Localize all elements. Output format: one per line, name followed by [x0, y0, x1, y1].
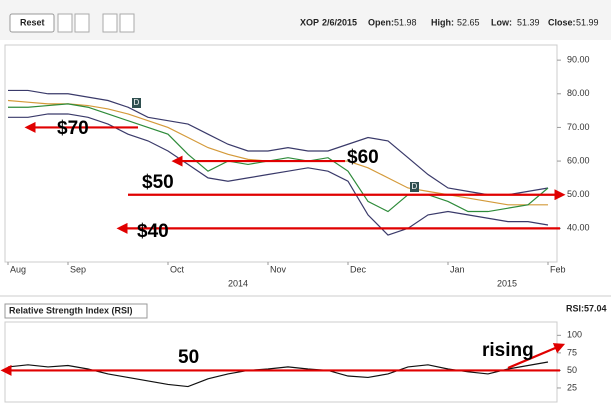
y-tick-label: 80.00	[567, 88, 590, 98]
x-tick-label: Jan	[450, 264, 465, 274]
y-tick-label: 40.00	[567, 223, 590, 233]
field-value: 51.39	[517, 17, 540, 27]
y-tick-label: 100	[567, 330, 582, 340]
field-value: 51.99	[576, 17, 599, 27]
rsi-plot	[4, 321, 558, 403]
series-line	[8, 113, 549, 236]
draw-icon[interactable]	[57, 13, 73, 33]
marker-box	[132, 98, 141, 108]
field-value: 51.98	[394, 17, 417, 27]
price-plot	[4, 44, 558, 263]
rsi-title-box	[4, 303, 148, 319]
annotation-label: $50	[142, 172, 174, 193]
date: 2/6/2015	[322, 17, 357, 27]
table-icon[interactable]	[74, 13, 90, 33]
y-tick-label: 60.00	[567, 155, 590, 165]
y-tick-label: 50	[567, 365, 577, 375]
annotation-label: 50	[178, 347, 199, 368]
x-tick-label: Sep	[70, 264, 86, 274]
field-label: High:	[431, 17, 454, 27]
annotation-label: $60	[347, 147, 379, 168]
toolbar	[0, 0, 611, 40]
reset-button[interactable]	[9, 13, 55, 33]
x-tick-label: Nov	[270, 264, 287, 274]
y-tick-label: 75	[567, 347, 577, 357]
field-label: Close:	[548, 17, 576, 27]
rsi-readout-value: 57.04	[584, 303, 607, 313]
print-icon[interactable]	[119, 13, 135, 33]
y-tick-label: 25	[567, 382, 577, 392]
series-line	[8, 89, 549, 196]
rsi-readout-label: RSI:	[566, 303, 584, 313]
marker: D	[412, 182, 418, 191]
y-tick-label: 70.00	[567, 122, 590, 132]
year-label: 2014	[228, 278, 248, 288]
x-tick-label: Feb	[550, 264, 566, 274]
annotation-label: rising	[482, 340, 534, 361]
series-line	[8, 103, 549, 213]
field-label: Open:	[368, 17, 394, 27]
field-label: Low:	[491, 17, 512, 27]
y-tick-label: 90.00	[567, 55, 590, 65]
x-tick-label: Dec	[350, 264, 367, 274]
symbol: XOP	[300, 17, 319, 27]
export-icon[interactable]	[102, 13, 118, 33]
x-tick-label: Aug	[10, 264, 26, 274]
reset-label[interactable]: Reset	[20, 17, 45, 27]
x-tick-label: Oct	[170, 264, 185, 274]
field-value: 52.65	[457, 17, 480, 27]
annotation-arrow	[507, 343, 566, 370]
annotation-label: $40	[137, 221, 169, 242]
annotation-label: $70	[57, 118, 89, 139]
rsi-title: Relative Strength Index (RSI)	[9, 305, 133, 315]
year-label: 2015	[497, 278, 517, 288]
marker-box	[410, 182, 419, 192]
y-tick-label: 50.00	[567, 189, 590, 199]
marker: D	[134, 98, 140, 107]
